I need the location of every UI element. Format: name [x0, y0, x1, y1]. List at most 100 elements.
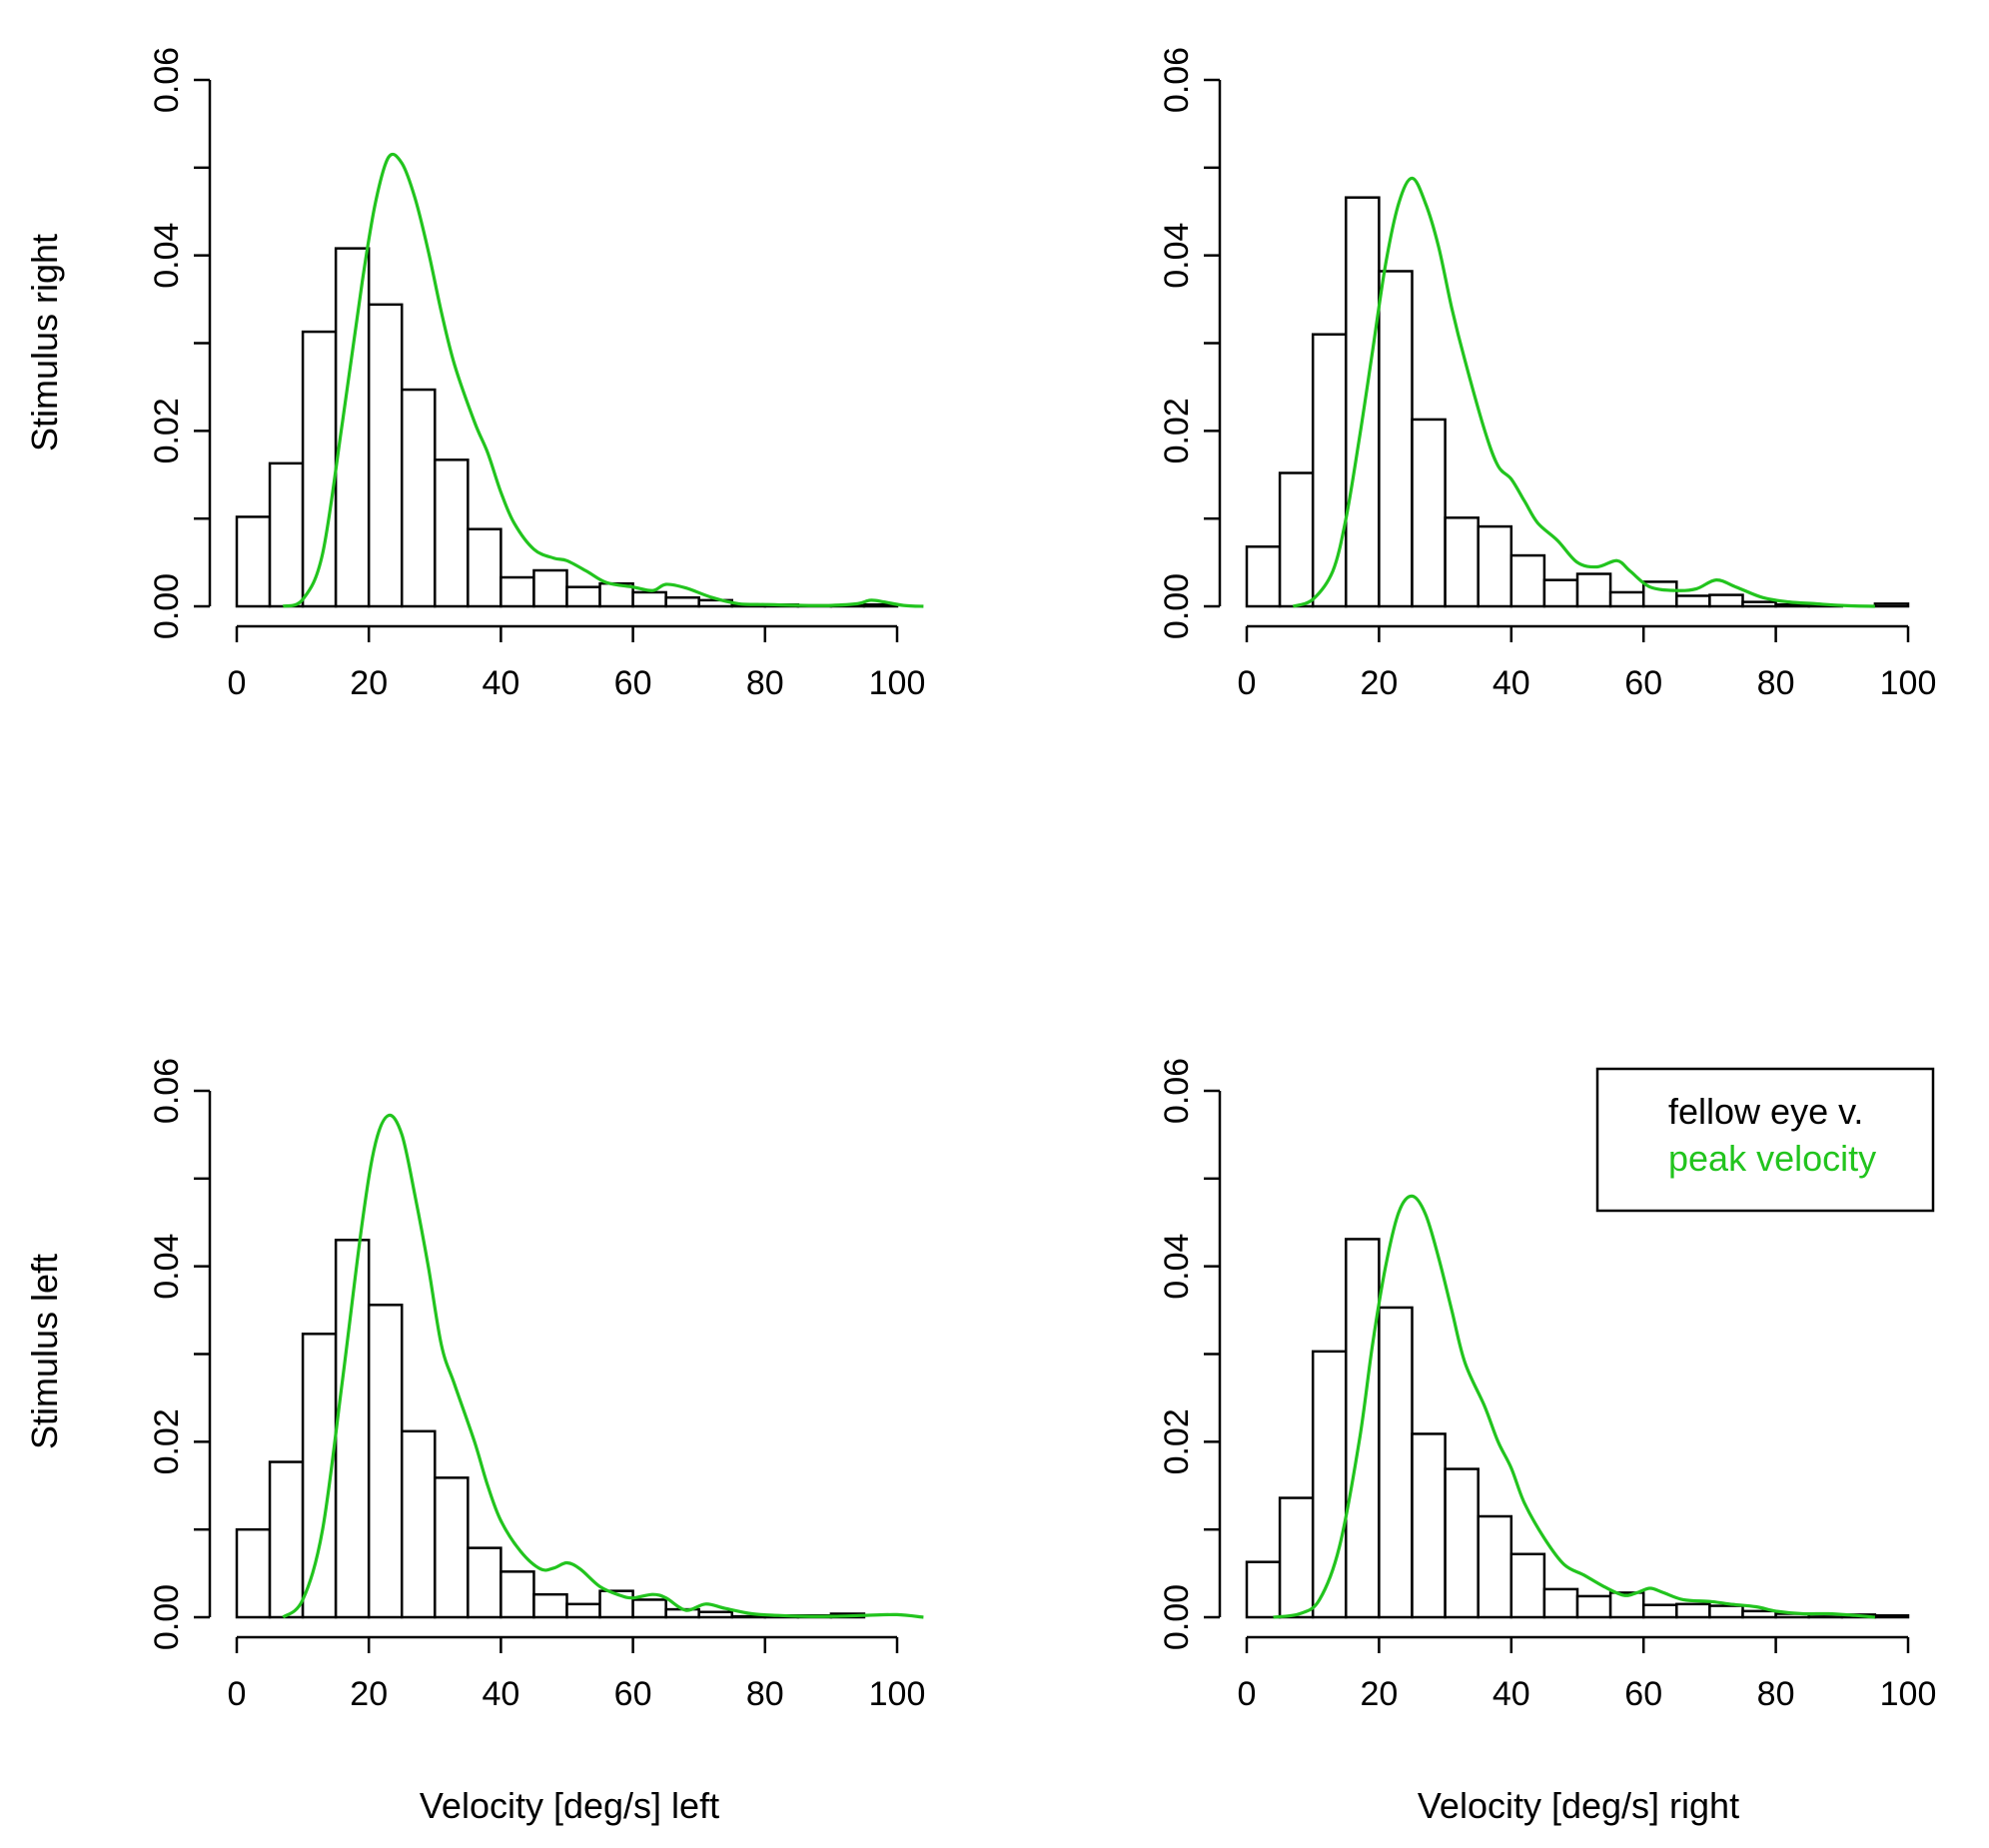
histogram-bar — [268, 1460, 305, 1619]
histogram-bar — [1245, 545, 1282, 608]
y-tick-label: 0.02 — [148, 398, 186, 463]
density-curve — [282, 1113, 924, 1619]
x-tick-label: 40 — [1492, 664, 1530, 702]
x-tick-label: 20 — [1360, 1675, 1398, 1713]
legend: fellow eye v. peak velocity — [1595, 1067, 1935, 1213]
legend-box — [1595, 1067, 1935, 1213]
histogram-bar — [1378, 270, 1414, 608]
x-tick-label: 60 — [1624, 1675, 1662, 1713]
x-tick-label: 20 — [350, 1675, 388, 1713]
row-label-stimulus-left: Stimulus left — [24, 1254, 65, 1449]
histogram-bar — [1575, 572, 1612, 608]
legend-entry-peak-velocity: peak velocity — [1668, 1138, 1876, 1179]
histogram-bar — [1509, 1552, 1546, 1619]
histogram-bar — [268, 462, 305, 608]
x-tick-label: 100 — [869, 1675, 926, 1713]
x-tick-label: 80 — [746, 664, 784, 702]
histogram-bar — [1641, 1603, 1678, 1619]
histogram-bar — [367, 1304, 404, 1619]
histogram-bar — [1873, 1613, 1910, 1619]
histogram-bar — [697, 1610, 734, 1619]
y-tick-label: 0.04 — [1158, 1234, 1196, 1300]
histogram-bar — [1708, 593, 1744, 608]
histogram-bar — [631, 1598, 667, 1619]
histogram-bar — [1378, 1306, 1414, 1619]
histogram-bar — [235, 1527, 272, 1619]
histogram-bar — [1411, 1432, 1447, 1619]
histogram-bar — [532, 1592, 568, 1619]
y-tick-label: 0.06 — [148, 47, 186, 113]
histogram-bar — [1675, 594, 1711, 608]
y-tick-label: 0.00 — [1158, 573, 1196, 639]
histogram-bar — [1278, 471, 1315, 608]
x-tick-label: 20 — [350, 664, 388, 702]
y-tick-label: 0.04 — [148, 1234, 186, 1300]
histogram-bar — [1311, 1350, 1348, 1619]
xlabel-velocity-right: Velocity [deg/s] right — [1418, 1785, 1739, 1826]
histogram-bar — [1575, 1594, 1612, 1619]
y-tick-label: 0.04 — [148, 223, 186, 289]
histogram-bar — [434, 459, 470, 608]
histogram-bar — [1708, 1604, 1744, 1619]
x-tick-label: 40 — [482, 1675, 519, 1713]
x-tick-label: 40 — [1492, 1675, 1530, 1713]
histogram-bar — [1245, 1560, 1282, 1619]
histogram-bar — [1509, 553, 1546, 608]
histogram-bar — [499, 575, 535, 608]
histogram-bar — [565, 1602, 601, 1619]
y-tick-label: 0.02 — [1158, 1408, 1196, 1474]
histogram-bar — [367, 303, 404, 608]
y-tick-label: 0.02 — [1158, 398, 1196, 463]
histogram-bar — [1444, 516, 1480, 608]
panel-top-right: 0 20 40 60 80 100 0.00 0.02 0.04 0.06 — [1158, 47, 1936, 702]
histogram-bar — [235, 515, 272, 608]
histogram-bar — [532, 568, 568, 608]
row-label-stimulus-right: Stimulus right — [24, 234, 65, 452]
x-tick-label: 60 — [1624, 664, 1662, 702]
x-tick-label: 60 — [614, 664, 652, 702]
x-tick-label: 40 — [482, 664, 519, 702]
xlabel-velocity-left: Velocity [deg/s] left — [420, 1785, 719, 1826]
histogram-bar — [401, 388, 437, 608]
histogram-bar — [467, 527, 502, 608]
y-tick-label: 0.00 — [148, 573, 186, 639]
x-tick-label: 80 — [1757, 664, 1795, 702]
x-tick-label: 0 — [228, 664, 247, 702]
density-curve — [1292, 176, 1875, 608]
histogram-bar — [631, 590, 667, 608]
histogram-bar — [1675, 1602, 1711, 1619]
y-tick-label: 0.06 — [1158, 47, 1196, 113]
x-tick-label: 0 — [1238, 1675, 1257, 1713]
histogram-bar — [1608, 590, 1645, 608]
histogram-bar — [1444, 1467, 1480, 1619]
x-tick-label: 100 — [869, 664, 926, 702]
histogram-bar — [1411, 418, 1447, 608]
histogram-bar — [1345, 196, 1381, 608]
x-tick-label: 100 — [1880, 664, 1937, 702]
x-tick-label: 60 — [614, 1675, 652, 1713]
histogram-bar — [1542, 578, 1579, 608]
panel-bottom-right: 0 20 40 60 80 100 0.00 0.02 0.04 0.06 — [1158, 1058, 1936, 1713]
y-tick-label: 0.00 — [1158, 1584, 1196, 1650]
histogram-bar — [664, 595, 700, 608]
x-tick-label: 20 — [1360, 664, 1398, 702]
histogram-bar — [1741, 1609, 1777, 1619]
histogram-bar — [467, 1546, 502, 1619]
y-tick-label: 0.02 — [148, 1408, 186, 1474]
density-curve — [282, 152, 924, 608]
histogram-bar — [730, 1614, 767, 1619]
histogram-bar — [1278, 1496, 1315, 1619]
x-tick-label: 0 — [228, 1675, 247, 1713]
histogram-bar — [434, 1476, 470, 1619]
x-tick-label: 80 — [1757, 1675, 1795, 1713]
histogram-bar — [1774, 602, 1810, 608]
y-tick-label: 0.06 — [148, 1058, 186, 1124]
histogram-bar — [1542, 1587, 1579, 1619]
histogram-bar — [1477, 1514, 1513, 1619]
histogram-bar — [401, 1429, 437, 1619]
y-tick-label: 0.04 — [1158, 223, 1196, 289]
histogram-bar — [499, 1570, 535, 1619]
histogram-bar — [1741, 600, 1777, 608]
x-tick-label: 80 — [746, 1675, 784, 1713]
x-tick-label: 0 — [1238, 664, 1257, 702]
